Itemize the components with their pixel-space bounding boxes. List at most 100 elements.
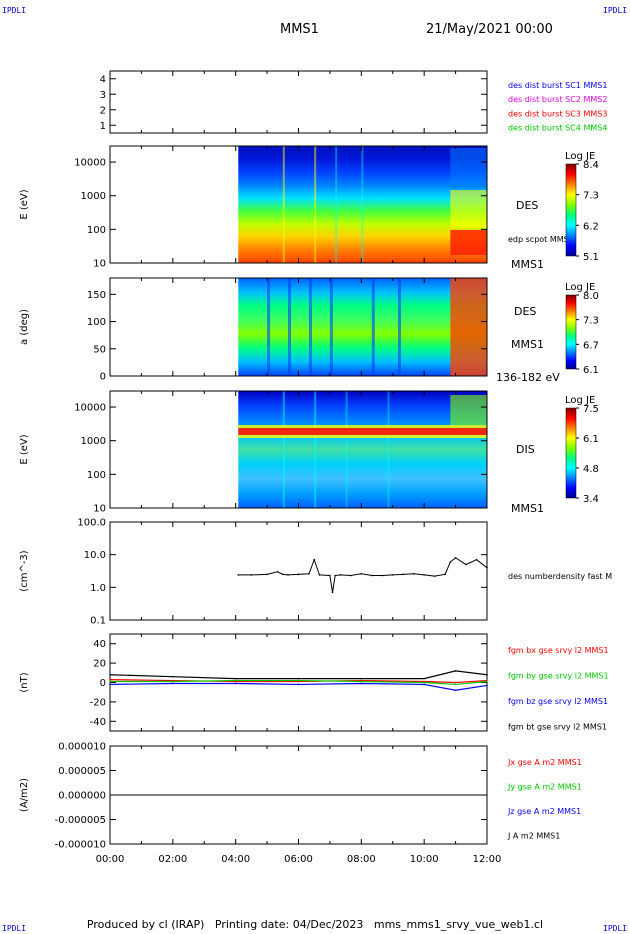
panel-density-tick-label: 0.1 xyxy=(90,616,106,627)
colorbar-des-energy-tick-label: 7.3 xyxy=(583,191,599,202)
point-bz xyxy=(486,684,488,687)
colorbar-dis-energy-tick-label: 7.5 xyxy=(583,404,599,415)
panel-des-pitch-stripe xyxy=(371,278,375,376)
legend-bx: fgm bx gse srvy l2 MMS1 xyxy=(508,646,609,655)
point-by xyxy=(360,680,363,683)
panel-bfield-tick-label: 40 xyxy=(93,639,106,650)
panel-dis-energy-stripe xyxy=(282,391,285,508)
panel-dis-energy-tick-label: 10 xyxy=(93,504,106,515)
point-bt xyxy=(423,677,425,680)
panel-des-pitch-tick-label: 0 xyxy=(100,372,106,383)
point-bz xyxy=(454,689,457,692)
panel-des-energy-tick-label: 100 xyxy=(87,225,106,236)
point-number-density xyxy=(412,572,415,575)
colorbar-des-energy-title: Log JE xyxy=(565,151,595,162)
legend-j: J A m2 MMS1 xyxy=(507,832,560,841)
panel-des-pitch-heatmap xyxy=(238,278,487,376)
colorbar-des-pitch-tick-label: 7.3 xyxy=(583,316,599,327)
panel-dis-energy-patch xyxy=(450,395,487,425)
point-number-density xyxy=(350,574,352,577)
point-bz xyxy=(297,683,300,686)
point-by xyxy=(486,680,488,683)
panel-burst-tick-label: 3 xyxy=(100,90,106,101)
corner-label-bottom-left: IPDLI xyxy=(2,924,27,933)
panel-des-pitch-energy-range: 136-182 eV xyxy=(496,371,560,384)
colorbar-des-energy-tick-label: 5.1 xyxy=(583,252,599,263)
point-number-density xyxy=(237,574,240,576)
panel-des-pitch-patch xyxy=(450,278,487,376)
point-number-density xyxy=(381,574,384,577)
point-bx xyxy=(454,681,457,684)
footer-credit: Produced by cl (IRAP) Printing date: 04/… xyxy=(86,918,544,931)
point-number-density xyxy=(331,591,334,594)
colorbar-dis-energy-title: Log JE xyxy=(565,395,595,406)
panel-bfield-tick-label: 0 xyxy=(100,678,106,689)
point-number-density xyxy=(402,573,405,576)
panel-des-energy-patch xyxy=(450,230,487,255)
corner-label-bottom-right: IPDLI xyxy=(603,924,628,933)
point-bx xyxy=(109,678,111,681)
point-number-density xyxy=(250,574,253,576)
point-number-density xyxy=(297,573,300,576)
point-number-density xyxy=(465,563,467,566)
point-bt xyxy=(297,677,300,680)
point-number-density xyxy=(423,574,425,576)
corner-label-top-right: IPDLI xyxy=(603,6,628,15)
panel-des-energy-stripe xyxy=(314,146,317,263)
point-bt xyxy=(172,675,174,678)
panel-des-pitch-tick-label: 50 xyxy=(93,344,106,355)
point-number-density xyxy=(334,574,336,577)
colorbar-des-energy-bar xyxy=(565,163,577,257)
legend-burst-sc2: des dist burst SC2 MMS2 xyxy=(508,95,607,104)
panel-dis-energy-tick-label: 10000 xyxy=(74,403,106,414)
panel-dis-energy-patch xyxy=(238,428,487,435)
panel-burst-frame xyxy=(109,70,488,134)
point-number-density xyxy=(444,573,446,576)
panel-bfield-tick-label: -40 xyxy=(90,717,106,728)
panel-des-pitch-stripe xyxy=(308,278,312,376)
point-number-density xyxy=(281,573,284,576)
panel-des-energy-patch xyxy=(450,148,487,188)
legend-jz: Jz gse A m2 MMS1 xyxy=(507,807,581,816)
panel-des-pitch-tick-label: 150 xyxy=(87,290,106,301)
panel-des-energy-stripe xyxy=(282,146,285,263)
point-by xyxy=(423,681,425,684)
panel-des-energy-heatmap xyxy=(238,146,487,263)
panel-des-energy-tick-label: 10 xyxy=(93,259,106,270)
point-number-density xyxy=(266,573,268,576)
panel-des-energy-overlay-label: edp scpot MMS1 xyxy=(508,235,574,244)
point-by xyxy=(454,683,457,686)
panel-dis-energy-tick-label: 1000 xyxy=(81,436,106,447)
colorbar-des-pitch-tick-label: 6.1 xyxy=(583,365,599,376)
panel-dis-energy-label: DIS xyxy=(516,443,535,456)
panel-current-tick-label: 0.000000 xyxy=(58,791,106,802)
point-number-density xyxy=(276,570,279,573)
point-bt xyxy=(360,677,363,680)
point-number-density xyxy=(371,574,373,577)
point-bz xyxy=(423,683,425,686)
panel-density-frame xyxy=(109,521,488,621)
x-tick-label-1000: 10:00 xyxy=(410,854,439,865)
point-number-density xyxy=(449,561,452,563)
panel-dis-energy-stripe xyxy=(345,391,348,508)
panel-current-ylabel: (A/m2) xyxy=(19,778,30,812)
panel-density-tick-label: 100.0 xyxy=(77,518,106,529)
point-bz xyxy=(172,682,174,685)
panel-dis-energy-patch xyxy=(238,435,487,438)
point-by xyxy=(234,679,237,682)
point-bz xyxy=(109,683,111,686)
panel-current-tick-label: -0.000005 xyxy=(55,815,106,826)
point-bz xyxy=(234,682,237,685)
point-number-density xyxy=(454,557,457,559)
legend-burst-sc4: des dist burst SC4 MMS4 xyxy=(508,124,607,133)
panel-dis-energy-stripe xyxy=(387,391,390,508)
point-bt xyxy=(234,677,237,680)
point-number-density xyxy=(318,574,321,576)
panel-des-pitch-tick-label: 100 xyxy=(87,317,106,328)
point-number-density xyxy=(475,558,478,561)
point-by xyxy=(109,680,111,683)
series-bz xyxy=(109,682,488,691)
panel-dis-energy-heatmap xyxy=(238,391,487,508)
point-number-density xyxy=(308,572,310,575)
